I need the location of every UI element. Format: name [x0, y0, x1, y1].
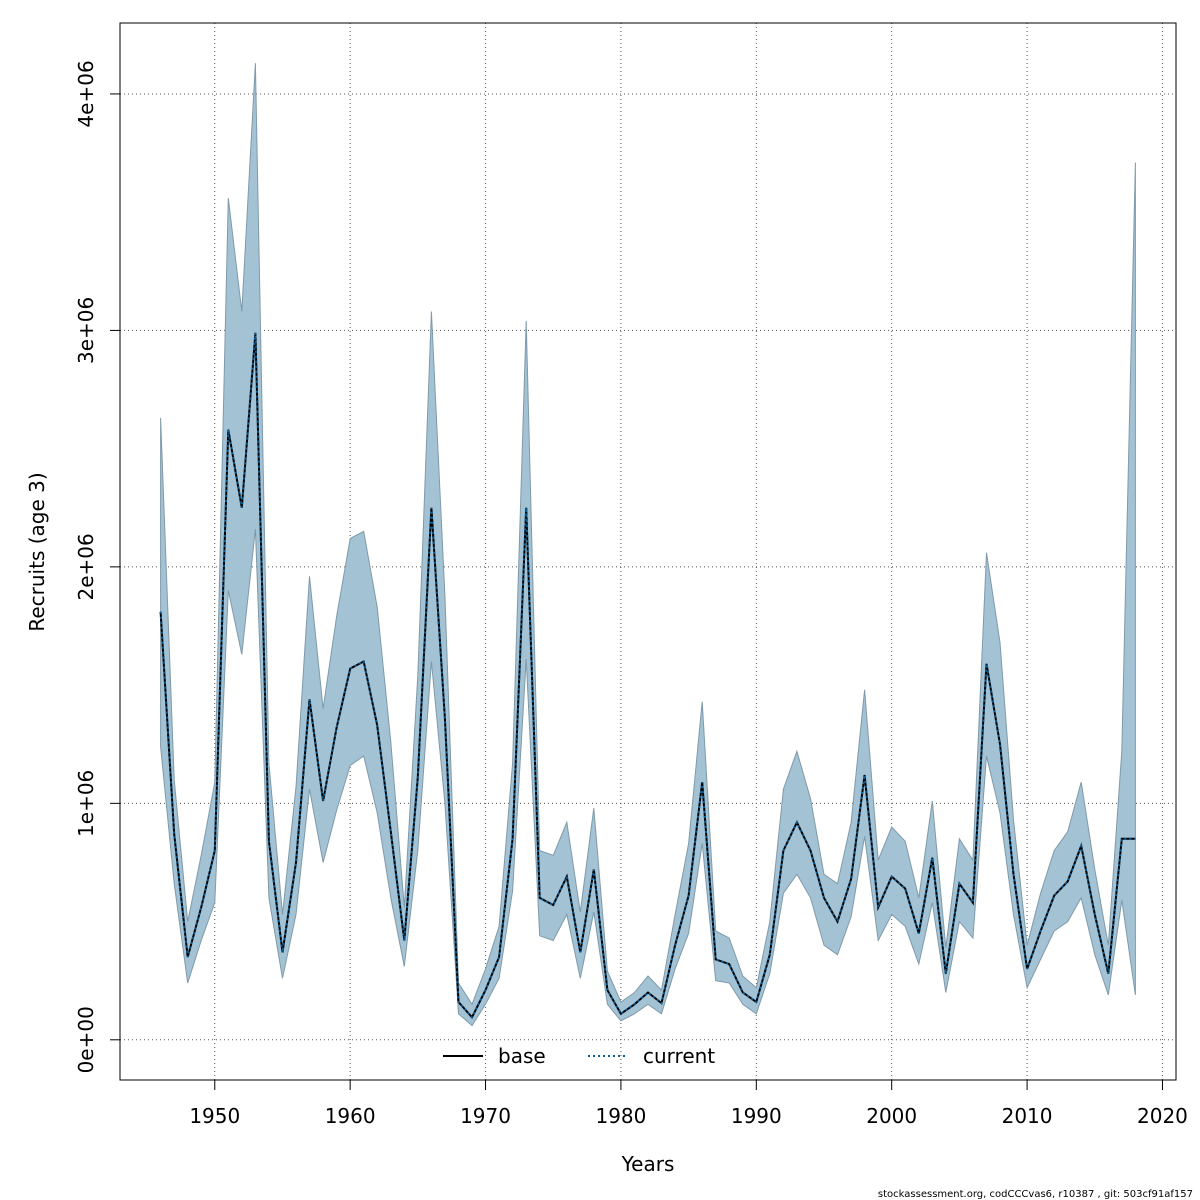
x-tick-label: 1990 [731, 1104, 782, 1128]
x-axis-title: Years [621, 1152, 675, 1176]
x-tick-label: 2000 [866, 1104, 917, 1128]
legend: base current [443, 1044, 715, 1068]
y-tick-label: 1e+06 [74, 770, 98, 837]
legend-current-label: current [643, 1044, 715, 1068]
x-tick-label: 1960 [325, 1104, 376, 1128]
y-tick-label: 0e+00 [74, 1006, 98, 1073]
y-axis-title: Recruits (age 3) [25, 472, 49, 631]
x-tick-label: 2020 [1137, 1104, 1188, 1128]
x-tick-label: 1950 [189, 1104, 240, 1128]
x-tick-label: 2010 [1002, 1104, 1053, 1128]
x-tick-label: 1980 [595, 1104, 646, 1128]
legend-base-label: base [498, 1044, 546, 1068]
x-tick-label: 1970 [460, 1104, 511, 1128]
base-series-line [159, 332, 1136, 1020]
y-tick-label: 4e+06 [74, 60, 98, 127]
x-axis: 1950 1960 1970 1980 1990 2000 2010 2020 [189, 1080, 1188, 1128]
y-tick-label: 3e+06 [74, 297, 98, 364]
confidence-band [160, 63, 1136, 1027]
footer-text: stockassessment.org, codCCCvas6, r10387 … [878, 1189, 1193, 1200]
y-tick-label: 2e+06 [74, 533, 98, 600]
plot-frame [119, 22, 1177, 1081]
y-axis: 0e+00 1e+06 2e+06 3e+06 4e+06 [74, 60, 120, 1073]
